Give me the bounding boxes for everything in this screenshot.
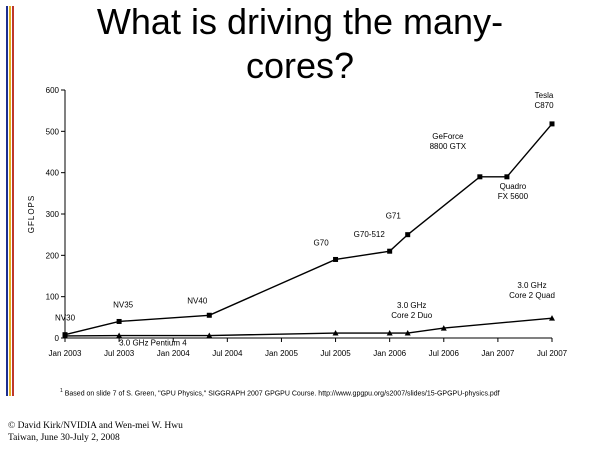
point-label-line: 3.0 GHz Pentium 4 (119, 339, 187, 348)
y-tick-label: 600 (46, 86, 60, 95)
cpu-series-line (64, 317, 553, 337)
y-axis-label: GFLOPS (27, 195, 36, 233)
point-label-line: NV40 (187, 296, 208, 305)
point-label-line: NV30 (55, 314, 76, 323)
cpu-data-point (206, 332, 213, 339)
slide-title: What is driving the many- cores? (60, 0, 540, 88)
gpu-point-label: NV40 (187, 296, 208, 305)
gpu-point-label: GeForce 8800 GTX (430, 132, 467, 151)
point-label-line: 8800 GTX (430, 142, 467, 151)
gpu-data-point (333, 256, 339, 262)
cpu-point-label: 3.0 GHz Core 2 Duo (391, 301, 432, 320)
footnote-text: Based on slide 7 of S. Green, "GPU Physi… (64, 390, 500, 398)
cpu-point-label: 3.0 GHz Pentium 4 (119, 339, 187, 348)
point-label-line: Core 2 Quad (509, 291, 555, 300)
gpu-point-label: G71 (386, 212, 402, 221)
gpu-series-line (64, 123, 553, 336)
slide-title-line1: What is driving the many- (96, 1, 504, 42)
gpu-point-label: Tesla C870 (534, 91, 554, 110)
credit: © David Kirk/NVIDIA and Wen-mei W. Hwu T… (8, 420, 183, 444)
cpu-point-label: 3.0 GHz Core 2 Quad (509, 281, 555, 300)
y-tick-label: 500 (46, 127, 60, 136)
point-label-line: GeForce (432, 132, 464, 141)
gpu-data-point (549, 121, 555, 127)
stripe-gold (9, 6, 11, 396)
x-tick-label: Jul 2003 (104, 349, 135, 358)
point-label-line: 3.0 GHz (397, 301, 426, 310)
point-label-line: NV35 (113, 300, 134, 309)
gpu-data-point (206, 312, 212, 318)
gpu-data-point (477, 174, 483, 180)
x-tick-label: Jan 2005 (265, 349, 298, 358)
slide-title-line2: cores? (245, 45, 355, 86)
credit-line1: © David Kirk/NVIDIA and Wen-mei W. Hwu (8, 421, 183, 431)
x-tick-label: Jul 2005 (320, 349, 351, 358)
footnote-marker: 1 (60, 388, 63, 394)
cpu-data-point (62, 332, 68, 339)
x-tick-label: Jul 2007 (537, 349, 568, 358)
point-label-line: G70 (314, 238, 330, 247)
gpu-point-label: Quadro FX 5600 (498, 182, 529, 201)
x-tick-label: Jan 2004 (157, 349, 190, 358)
footnote: 1 Based on slide 7 of S. Green, "GPU Phy… (60, 388, 500, 397)
gpu-point-label: G70 (314, 238, 330, 247)
y-tick-label: 0 (55, 334, 60, 343)
accent-stripes (6, 6, 15, 396)
cpu-data-point (332, 330, 339, 336)
gpu-data-point (387, 248, 393, 254)
gpu-data-point (405, 232, 411, 238)
stripe-blue (6, 6, 8, 396)
cpu-data-point (404, 330, 411, 336)
gpu-data-point (116, 318, 122, 324)
y-tick-label: 400 (46, 169, 60, 178)
point-label-line: Core 2 Duo (391, 311, 432, 320)
point-label-line: FX 5600 (498, 192, 529, 201)
gpu-point-label: G70-512 (354, 230, 386, 239)
stripe-red (12, 6, 14, 396)
gpu-point-label: NV30 (55, 314, 76, 323)
cpu-data-point (440, 325, 447, 331)
point-label-line: G70-512 (354, 230, 386, 239)
credit-line2: Taiwan, June 30-July 2, 2008 (8, 433, 120, 443)
point-label-line: Quadro (500, 182, 527, 191)
x-tick-label: Jul 2006 (429, 349, 460, 358)
gflops-chart: 0 100 200 300 400 500 600 GFLOPS Jan 2003 Jul 200… (27, 86, 568, 358)
cpu-data-point (549, 315, 555, 321)
point-label-line: C870 (534, 101, 554, 110)
y-tick-label: 300 (46, 210, 60, 219)
cpu-data-point (116, 332, 123, 339)
cpu-data-point (386, 330, 393, 336)
point-label-line: 3.0 GHz (517, 281, 546, 290)
gpu-data-point (504, 174, 510, 180)
x-tick-label: Jan 2006 (373, 349, 406, 358)
y-tick-label: 200 (46, 251, 60, 260)
x-tick-label: Jul 2004 (212, 349, 243, 358)
x-tick-label: Jan 2007 (481, 349, 514, 358)
y-tick-label: 100 (46, 293, 60, 302)
point-label-line: Tesla (535, 91, 554, 100)
x-tick-label: Jan 2003 (49, 349, 82, 358)
gpu-point-label: NV35 (113, 300, 134, 309)
point-label-line: G71 (386, 212, 402, 221)
